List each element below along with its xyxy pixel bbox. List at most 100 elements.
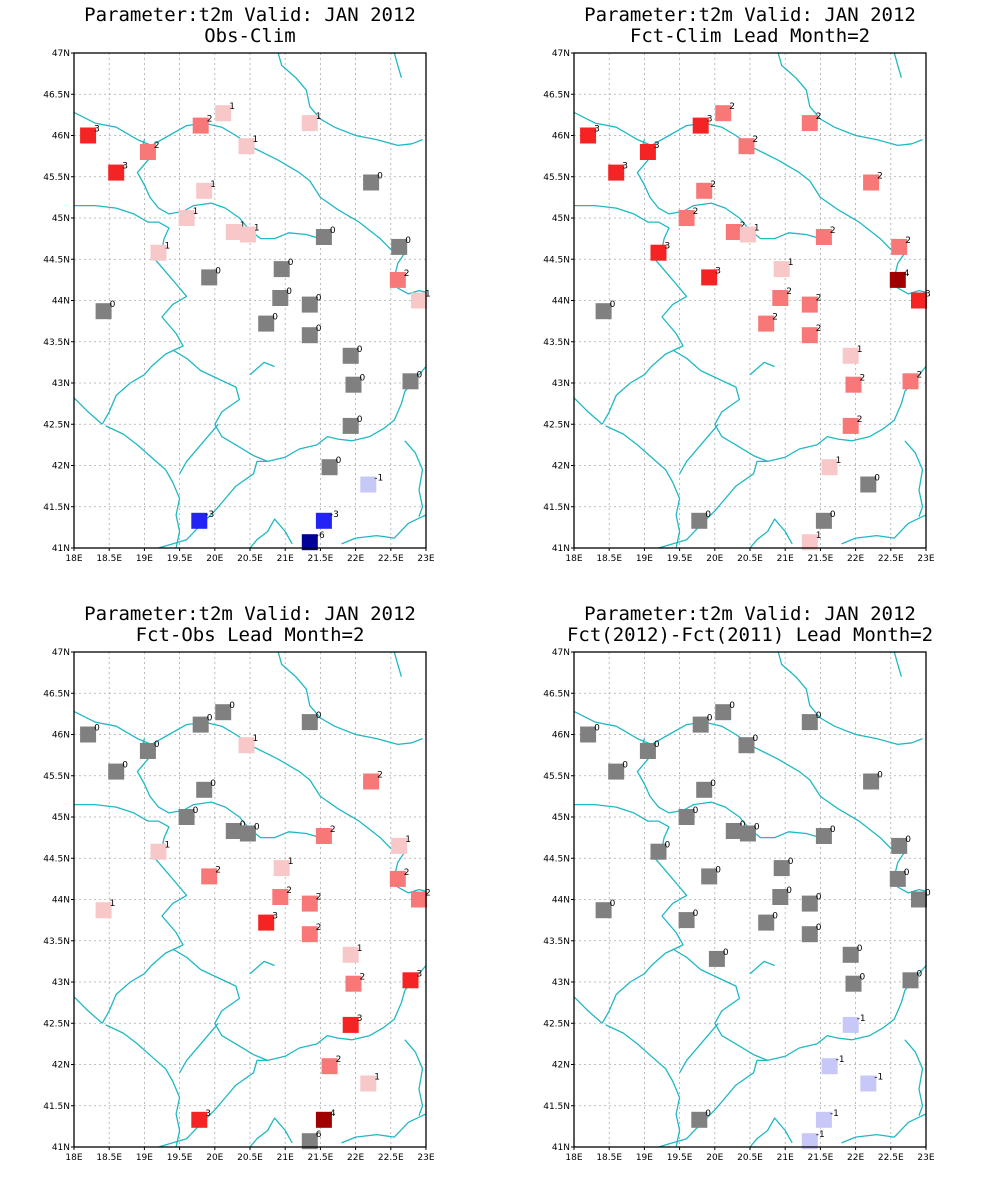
station-value-label: 3: [272, 912, 278, 922]
station-value-label: 1: [110, 899, 116, 909]
coastline: [574, 397, 603, 425]
x-tick-label: 21.5E: [808, 554, 834, 564]
y-tick-label: 45N: [52, 813, 70, 823]
station-value-label: 0: [122, 761, 128, 771]
coastline: [749, 518, 793, 548]
station-marker: [842, 1016, 859, 1033]
station-marker: [321, 1058, 338, 1075]
station-marker: [639, 743, 656, 759]
station-marker: [108, 763, 125, 780]
station-value-label: 3: [594, 125, 600, 135]
station-marker: [815, 1111, 832, 1128]
station-marker: [691, 512, 708, 529]
x-tick-label: 19.5E: [667, 1153, 693, 1163]
station-value-label: 0: [316, 294, 322, 304]
panel-fct-diff: Parameter:t2m Valid: JAN 2012 Fct(2012)-…: [543, 603, 935, 1163]
station-value-label: 1: [254, 224, 260, 234]
coastline: [404, 440, 424, 517]
station-marker: [360, 476, 377, 493]
station-value-label: 2: [917, 370, 923, 380]
x-tick-label: 20E: [206, 1153, 223, 1163]
station-marker: [391, 837, 408, 854]
station-marker: [639, 144, 656, 160]
station-value-label: 2: [772, 313, 778, 323]
coastline: [105, 1024, 181, 1147]
station-value-label: 2: [330, 825, 336, 835]
coastline: [605, 425, 681, 548]
panel-title: Parameter:t2m Valid: JAN 2012: [584, 4, 916, 26]
station-value-label: 0: [723, 948, 729, 958]
coastline: [74, 996, 103, 1024]
station-value-label: 2: [729, 102, 735, 112]
station-marker: [889, 271, 906, 288]
y-tick-label: 42.5N: [543, 420, 570, 430]
y-tick-label: 46.5N: [543, 689, 570, 699]
gridlines: [74, 53, 426, 548]
y-tick-label: 47N: [552, 648, 570, 658]
station-value-label: 1: [288, 857, 294, 867]
y-tick-label: 41N: [52, 1143, 70, 1153]
station-marker: [315, 512, 332, 529]
station-marker: [192, 117, 209, 134]
station-value-label: 0: [877, 771, 883, 781]
station-marker: [758, 914, 775, 931]
x-tick-label: 19E: [136, 554, 153, 564]
coastline: [658, 460, 768, 548]
station-value-label: 2: [877, 172, 883, 182]
station-value-label: 1: [836, 456, 842, 466]
x-tick-label: 22E: [347, 1153, 364, 1163]
y-tick-label: 47N: [52, 49, 70, 59]
station-value-label: 0: [857, 944, 863, 954]
station-marker: [821, 1058, 838, 1075]
x-tick-label: 20E: [706, 1153, 723, 1163]
station-value-label: 1: [240, 221, 246, 231]
y-tick-label: 42.5N: [43, 420, 70, 430]
station-value-label: 2: [830, 226, 836, 236]
station-value-label: -1: [874, 1073, 883, 1083]
station-marker: [739, 226, 756, 243]
station-value-label: 0: [816, 893, 822, 903]
station-value-label: 0: [816, 711, 822, 721]
y-tick-label: 45.5N: [543, 173, 570, 183]
station-marker: [801, 1133, 818, 1150]
x-tick-label: 22.5E: [378, 554, 404, 564]
station-value-label: 2: [404, 868, 410, 878]
station-marker: [342, 417, 359, 434]
station-value-label: 2: [316, 893, 322, 903]
y-tick-label: 44N: [552, 896, 570, 906]
station-marker: [411, 292, 427, 309]
panel-subtitle: Obs-Clim: [204, 25, 296, 47]
station-marker: [196, 182, 213, 199]
station-value-label: 0: [917, 969, 923, 979]
station-marker: [696, 781, 713, 798]
station-marker: [258, 315, 275, 332]
coastline: [574, 996, 603, 1024]
station-marker: [889, 870, 906, 887]
station-value-label: 0: [740, 820, 746, 830]
y-tick-label: 45N: [552, 813, 570, 823]
station-value-label: 0: [610, 300, 616, 310]
station-value-label: 1: [229, 102, 235, 112]
station-value-label: 2: [816, 324, 822, 334]
station-value-label: 0: [754, 823, 760, 833]
station-marker: [692, 117, 709, 134]
station-marker: [902, 972, 919, 989]
x-tick-label: 23E: [417, 1153, 434, 1163]
x-tick-label: 20.5E: [237, 1153, 263, 1163]
station-value-label: 3: [94, 125, 100, 135]
station-value-label: 0: [286, 287, 292, 297]
coastline: [172, 948, 426, 1062]
x-tick-label: 19E: [636, 554, 653, 564]
y-tick-label: 45.5N: [43, 772, 70, 782]
x-tick-label: 18E: [565, 554, 582, 564]
station-marker: [801, 926, 818, 943]
station-marker: [650, 843, 667, 860]
station-marker: [301, 115, 318, 132]
station-marker: [238, 737, 255, 754]
station-value-label: 1: [165, 841, 171, 851]
coastline: [904, 1039, 924, 1116]
station-value-label: 0: [753, 734, 759, 744]
coastline: [249, 960, 275, 975]
gridlines: [574, 53, 926, 548]
